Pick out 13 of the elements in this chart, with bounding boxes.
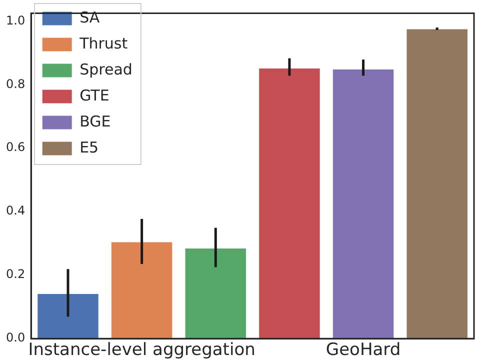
legend-label: BGE (80, 112, 111, 130)
y-tick-label: 0.0 (6, 330, 26, 345)
legend-label: Spread (80, 60, 132, 78)
legend-label: E5 (80, 138, 99, 156)
legend-label: GTE (80, 86, 110, 104)
y-tick-label: 0.6 (6, 140, 26, 154)
y-tick-label: 0.8 (6, 76, 26, 91)
x-tick-label: Instance-level aggregation (28, 340, 256, 360)
legend-label: Thrust (78, 34, 128, 52)
x-tick-label: GeoHard (326, 340, 401, 360)
y-tick-label: 0.2 (6, 267, 26, 282)
y-tick-label: 1.0 (6, 13, 26, 28)
y-tick-label: 0.4 (6, 204, 26, 218)
